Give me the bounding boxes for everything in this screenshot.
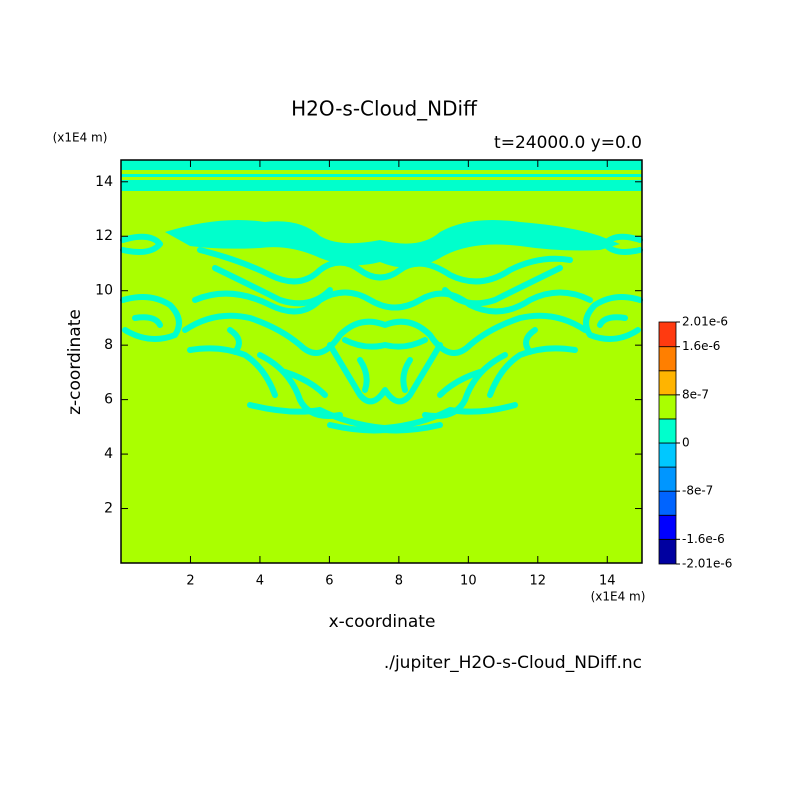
x-tick-label: 12: [530, 574, 547, 589]
colorbar-label: 0: [682, 436, 690, 450]
chart-title: H2O-s-Cloud_NDiff: [291, 97, 478, 121]
colorbar-segment: [658, 418, 677, 444]
x-tick-label: 2: [186, 574, 194, 589]
subtitle: t=24000.0 y=0.0: [494, 133, 642, 153]
x-tick-label: 4: [256, 574, 264, 589]
colorbar-label: 8e-7: [682, 387, 709, 401]
x-unit: (x1E4 m): [591, 590, 646, 604]
y-tick-label: 4: [104, 446, 113, 462]
colorbar-segment: [658, 538, 677, 565]
colorbar-segment: [658, 442, 677, 468]
y-tick-label: 10: [95, 283, 113, 299]
y-tick-label: 8: [104, 337, 113, 353]
colorbar-segment: [658, 370, 677, 396]
file-name: ./jupiter_H2O-s-Cloud_NDiff.nc: [384, 653, 642, 673]
y-tick-label: 14: [95, 174, 113, 190]
y-tick-label: 2: [104, 501, 113, 517]
colorbar-label: -1.6e-6: [682, 532, 725, 546]
colorbar-segment: [658, 466, 677, 492]
y-axis-label: z-coordinate: [65, 309, 85, 415]
colorbar-label: 2.01e-6: [682, 315, 728, 329]
colorbar-label: 1.6e-6: [682, 339, 720, 353]
colorbar-segment: [658, 514, 677, 540]
x-tick-label: 10: [460, 574, 477, 589]
colorbar-label: -8e-7: [682, 484, 713, 498]
plot-frame: [120, 159, 643, 564]
colorbar-segment: [658, 321, 677, 348]
x-tick-label: 6: [325, 574, 333, 589]
colorbar-label: -2.01e-6: [682, 557, 732, 571]
y-tick-label: 12: [95, 228, 113, 244]
colorbar-segment: [658, 346, 677, 372]
y-unit: (x1E4 m): [53, 131, 108, 145]
x-tick-label: 8: [395, 574, 403, 589]
x-tick-label: 14: [599, 574, 616, 589]
y-tick-label: 6: [104, 392, 113, 408]
colorbar-segment: [658, 490, 677, 516]
field-pattern: [120, 160, 643, 434]
colorbar-segment: [658, 394, 677, 420]
x-axis-label: x-coordinate: [329, 612, 436, 632]
